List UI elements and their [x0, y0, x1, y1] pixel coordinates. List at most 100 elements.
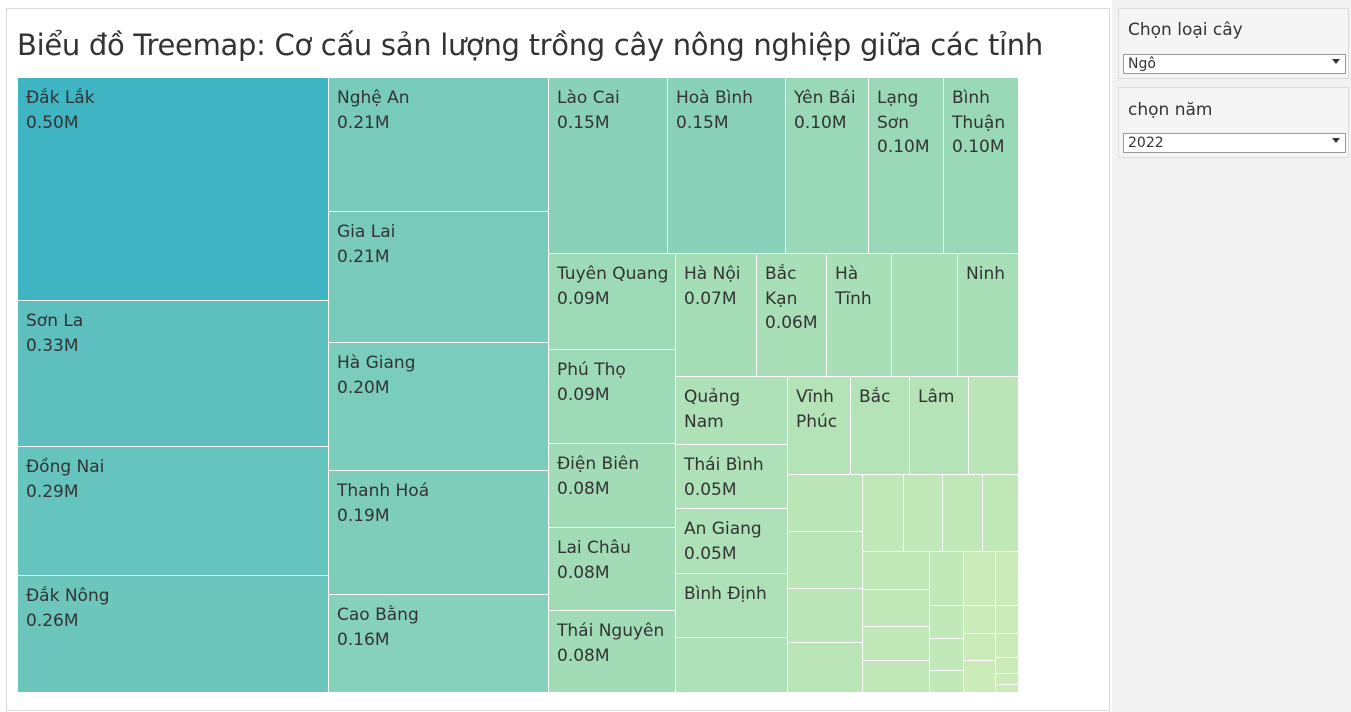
treemap-cell[interactable]	[892, 254, 958, 377]
treemap-cell[interactable]	[969, 377, 1019, 475]
treemap-cell-label: Tuyên Quang 0.09M	[557, 262, 671, 311]
treemap-cell[interactable]	[996, 606, 1019, 634]
treemap-cell-yên-bái[interactable]: Yên Bái 0.10M	[786, 78, 869, 254]
treemap-cell-label: Vĩnh Phúc	[796, 385, 846, 434]
treemap-cell[interactable]	[983, 475, 1019, 552]
treemap-cell-bình-định[interactable]: Bình Định	[676, 574, 788, 638]
treemap-cell-sơn-la[interactable]: Sơn La 0.33M	[18, 301, 329, 447]
treemap-cell-đắk-nông[interactable]: Đắk Nông 0.26M	[18, 576, 329, 693]
treemap-cell-cao-bằng[interactable]: Cao Bằng 0.16M	[329, 595, 549, 693]
treemap-cell-vĩnh-phúc[interactable]: Vĩnh Phúc	[788, 377, 851, 475]
treemap-cell[interactable]	[863, 475, 904, 552]
treemap-cell[interactable]	[788, 475, 863, 532]
treemap-cell[interactable]	[904, 475, 943, 552]
value-label: 0.10M	[952, 137, 1005, 157]
province-name: Hà Tĩnh	[835, 264, 872, 309]
dropdown-arrow-box[interactable]	[1325, 55, 1345, 73]
treemap-cell-bắc[interactable]: Bắc	[851, 377, 910, 475]
province-name: Bình Thuận	[952, 88, 1006, 133]
treemap-cell[interactable]	[788, 643, 863, 693]
province-name: Quảng Nam	[684, 387, 741, 432]
treemap-cell[interactable]	[964, 634, 996, 661]
province-name: Tuyên Quang	[557, 264, 669, 284]
province-name: Thanh Hoá	[337, 481, 430, 501]
treemap-cell-label: Hà Tĩnh	[835, 262, 887, 311]
treemap-cell[interactable]	[863, 590, 930, 627]
treemap-cell[interactable]	[930, 552, 964, 606]
treemap-cell-ninh[interactable]: Ninh	[958, 254, 1019, 377]
province-name: Đắk Lắk	[26, 88, 95, 108]
treemap-cell-label: Phú Thọ 0.09M	[557, 358, 671, 407]
treemap-cell[interactable]	[964, 606, 996, 634]
treemap-cell-nghệ-an[interactable]: Nghệ An 0.21M	[329, 78, 549, 212]
treemap-cell-label: Quảng Nam	[684, 385, 783, 434]
dropdown-arrow-box[interactable]	[1325, 134, 1345, 152]
value-label: 0.15M	[676, 112, 729, 133]
treemap-cell-hà-tĩnh[interactable]: Hà Tĩnh	[827, 254, 892, 377]
treemap-cell-đồng-nai[interactable]: Đồng Nai 0.29M	[18, 447, 329, 576]
treemap-cell-thái-nguyên[interactable]: Thái Nguyên 0.08M	[549, 611, 676, 693]
year-dropdown[interactable]: 2022	[1123, 133, 1346, 153]
chevron-down-icon	[1332, 138, 1340, 143]
treemap-cell-label: Gia Lai 0.21M	[337, 220, 544, 269]
treemap-cell-hà-giang[interactable]: Hà Giang 0.20M	[329, 343, 549, 471]
treemap-cell-label: Hà Giang 0.20M	[337, 351, 544, 400]
treemap-cell[interactable]	[930, 639, 964, 671]
province-name: Lai Châu	[557, 538, 631, 558]
treemap-cell[interactable]	[788, 589, 863, 643]
treemap-cell-label: Thanh Hoá 0.19M	[337, 479, 544, 528]
value-label: 0.20M	[337, 377, 390, 398]
treemap-cell-phú-thọ[interactable]: Phú Thọ 0.09M	[549, 350, 676, 444]
treemap-cell-thái-bình[interactable]: Thái Bình 0.05M	[676, 445, 788, 509]
value-label: 0.21M	[337, 246, 390, 267]
province-name: Nghệ An	[337, 88, 410, 108]
treemap-cell[interactable]	[863, 552, 930, 590]
treemap-cell[interactable]	[788, 532, 863, 589]
value-label: 0.26M	[26, 610, 79, 631]
crop-type-filter-title: Chọn loại cây	[1128, 20, 1243, 40]
crop-type-dropdown[interactable]: Ngô	[1123, 54, 1346, 74]
treemap-cell-hà-nội[interactable]: Hà Nội 0.07M	[676, 254, 757, 377]
treemap-cell[interactable]	[996, 634, 1019, 658]
treemap-cell[interactable]	[930, 671, 964, 693]
treemap-cell-lạng-sơn[interactable]: Lạng Sơn 0.10M	[869, 78, 944, 254]
treemap-cell[interactable]	[996, 674, 1019, 685]
value-label: 0.29M	[26, 481, 79, 502]
treemap-cell-hoà-bình[interactable]: Hoà Bình 0.15M	[668, 78, 786, 254]
province-name: Cao Bằng	[337, 605, 419, 625]
treemap-cell-điện-biên[interactable]: Điện Biên 0.08M	[549, 444, 676, 528]
treemap-cell-label: Lạng Sơn 0.10M	[877, 86, 939, 160]
treemap-cell-tuyên-quang[interactable]: Tuyên Quang 0.09M	[549, 254, 676, 350]
treemap-cell-đắk-lắk[interactable]: Đắk Lắk 0.50M	[18, 78, 329, 301]
province-name: Phú Thọ	[557, 360, 626, 380]
treemap-cell[interactable]	[996, 685, 1019, 693]
treemap-cell-gia-lai[interactable]: Gia Lai 0.21M	[329, 212, 549, 343]
treemap-cell[interactable]	[863, 627, 930, 661]
treemap-cell[interactable]	[964, 552, 996, 606]
treemap-cell-lào-cai[interactable]: Lào Cai 0.15M	[549, 78, 668, 254]
treemap-cell-label: Bình Thuận 0.10M	[952, 86, 1014, 160]
treemap-cell-an-giang[interactable]: An Giang 0.05M	[676, 509, 788, 574]
province-name: Lào Cai	[557, 88, 620, 108]
treemap-cell[interactable]	[930, 606, 964, 639]
treemap-cell-thanh-hoá[interactable]: Thanh Hoá 0.19M	[329, 471, 549, 595]
treemap-cell-lai-châu[interactable]: Lai Châu 0.08M	[549, 528, 676, 611]
treemap-cell-lâm[interactable]: Lâm	[910, 377, 969, 475]
treemap-cell-label: Sơn La 0.33M	[26, 309, 324, 358]
treemap-cell-label: Lào Cai 0.15M	[557, 86, 663, 135]
treemap-cell-bắc-kạn[interactable]: Bắc Kạn 0.06M	[757, 254, 827, 377]
treemap-cell[interactable]	[996, 658, 1019, 674]
treemap-cell-bình-thuận[interactable]: Bình Thuận 0.10M	[944, 78, 1019, 254]
treemap-cell[interactable]	[676, 638, 788, 693]
treemap-cell[interactable]	[996, 552, 1019, 606]
treemap-cell-label: Đồng Nai 0.29M	[26, 455, 324, 504]
treemap-cell-label: Bắc	[859, 385, 905, 410]
treemap-cell[interactable]	[964, 661, 996, 693]
treemap-cell[interactable]	[943, 475, 983, 552]
province-name: Thái Bình	[684, 455, 764, 475]
treemap-cell-label: Cao Bằng 0.16M	[337, 603, 544, 652]
treemap-cell[interactable]	[863, 661, 930, 693]
value-label: 0.05M	[684, 543, 737, 564]
treemap-cell-quảng-nam[interactable]: Quảng Nam	[676, 377, 788, 445]
treemap-chart: Đắk Lắk 0.50M Sơn La 0.33M Đồng Nai 0.29M Đắk …	[18, 78, 1019, 693]
